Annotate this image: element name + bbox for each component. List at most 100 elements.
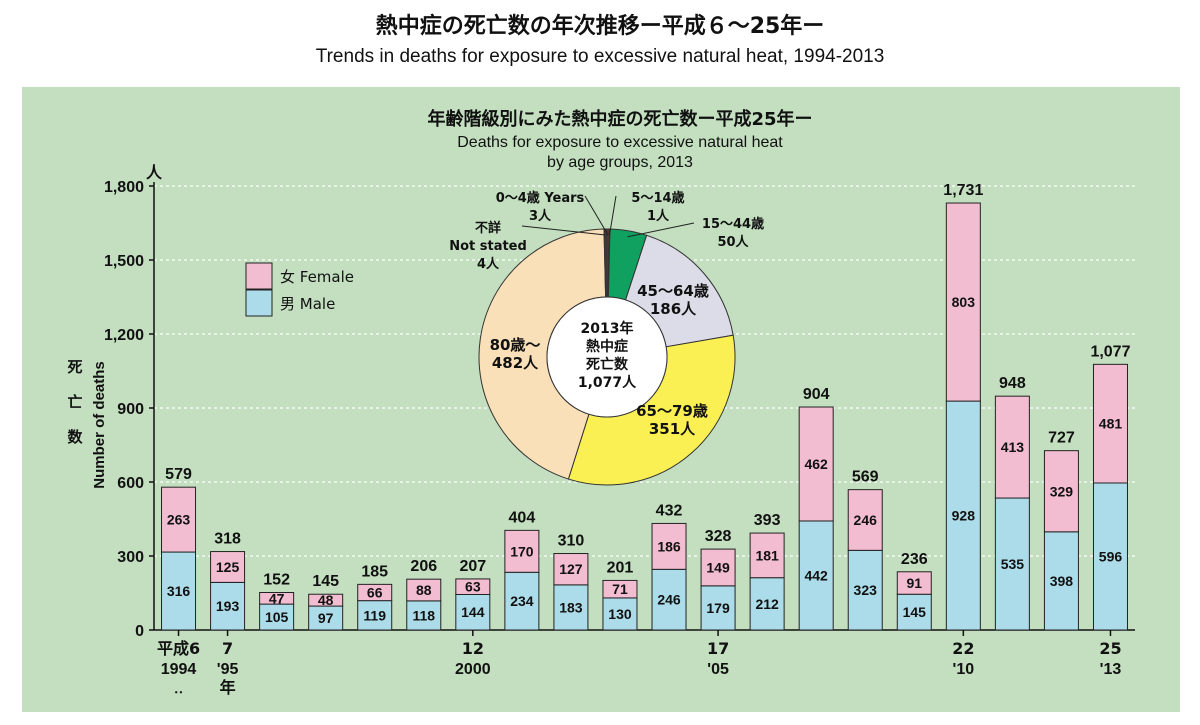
data-label-female: 127 [559, 561, 583, 577]
bar-female [210, 551, 246, 583]
pie-slice-label: Not stated [449, 239, 527, 254]
data-label-female: 186 [657, 538, 681, 554]
data-label-female: 263 [167, 512, 191, 528]
pie-slice-label: 4人 [477, 256, 500, 272]
data-label-female: 63 [465, 579, 481, 595]
data-label-total: 318 [214, 531, 241, 548]
data-label-female: 481 [1099, 416, 1123, 432]
pie-slice-label: 45～64歳 [637, 282, 709, 300]
data-label-total: 1,077 [1090, 343, 1130, 360]
data-label-male: 398 [1050, 573, 1074, 589]
data-label-total: 310 [558, 533, 585, 550]
bar-male [406, 600, 442, 631]
x-tick-label: 12 [462, 639, 484, 658]
data-label-total: 185 [361, 563, 388, 580]
bar-female [455, 578, 491, 595]
pie-slice-label: 0～4歳 Years [496, 190, 585, 206]
data-label-male: 246 [657, 592, 681, 608]
pie-slice-label: 3人 [529, 208, 552, 224]
data-label-female: 170 [510, 543, 534, 559]
data-label-male: 193 [216, 598, 240, 614]
x-tick-label-year: 1994 [161, 661, 197, 678]
legend-swatch [245, 289, 273, 317]
bar-female [259, 592, 295, 605]
data-label-total: 236 [901, 551, 928, 568]
data-label-total: 328 [705, 528, 732, 545]
bar-male [651, 568, 687, 631]
data-label-total: 206 [410, 558, 437, 575]
data-label-female: 48 [318, 592, 334, 608]
bar-male [455, 593, 491, 631]
bar-female [945, 202, 981, 402]
pie-slice-label: 不詳 [475, 220, 501, 236]
data-label-male: 183 [559, 599, 583, 615]
data-label-total: 207 [459, 558, 486, 575]
data-label-total: 201 [607, 559, 634, 576]
bar-female [798, 406, 834, 522]
data-label-female: 125 [216, 559, 240, 575]
data-label-male: 596 [1099, 548, 1123, 564]
data-label-total: 393 [754, 512, 781, 529]
pie-chart: 年齢階級別にみた熱中症の死亡数ー平成25年ー Deaths for exposur… [427, 108, 813, 486]
bar-male [945, 400, 981, 631]
data-label-total: 152 [263, 572, 290, 589]
pie-slice-label: 5～14歳 [631, 190, 684, 206]
pie-title-en: Deaths for exposure to excessive natural… [457, 134, 783, 151]
pie-leader-line [627, 222, 695, 238]
data-label-total: 432 [656, 502, 683, 519]
bar-male [357, 600, 393, 631]
data-label-female: 71 [612, 581, 628, 597]
y-axis-label-jp: 数 [67, 428, 83, 446]
data-label-female: 47 [269, 590, 285, 606]
x-unit-label: 年 [220, 678, 236, 697]
y-axis-label: Number of deaths [91, 361, 108, 489]
pie-slice-label: 1人 [647, 208, 670, 224]
pie-slice-label: 482人 [492, 354, 539, 372]
x-tick-label: 7 [222, 639, 233, 658]
pie-center-label: 1,077人 [578, 374, 637, 391]
chart-subtitle: Trends in deaths for exposure to excessi… [315, 46, 885, 67]
x-tick-label-year: 2000 [455, 661, 491, 678]
x-tick-label-year: '95 [217, 661, 239, 678]
bar-male [1043, 531, 1079, 631]
data-label-male: 119 [363, 607, 386, 623]
x-tick-label-year: '13 [1100, 661, 1122, 678]
legend: 女 Female 男 Male [245, 262, 354, 317]
bar-male [259, 603, 295, 631]
pie-title: 年齢階級別にみた熱中症の死亡数ー平成25年ー [427, 108, 812, 130]
bar-male [210, 581, 246, 631]
bar-female [1092, 363, 1128, 484]
y-axis-label-jp: 亡 [67, 393, 82, 411]
bar-female [602, 579, 638, 599]
bar-male [602, 597, 638, 631]
pie-leader-line [521, 225, 606, 236]
data-label-male: 212 [755, 596, 779, 612]
data-label-female: 91 [906, 575, 922, 591]
bar-female [357, 583, 393, 602]
y-tick-label: 0 [135, 623, 144, 640]
data-label-total: 1,731 [943, 182, 983, 199]
pie-title-en: by age groups, 2013 [547, 154, 693, 171]
data-label-male: 179 [706, 600, 730, 616]
pie-center-label: 死亡数 [585, 356, 629, 373]
y-tick-label: 1,500 [104, 253, 144, 270]
data-label-male: 118 [412, 607, 435, 623]
bar-female [700, 548, 736, 587]
bar-female [161, 486, 197, 553]
data-label-male: 234 [510, 593, 534, 609]
data-label-female: 246 [854, 512, 878, 528]
data-label-total: 579 [165, 466, 192, 483]
y-tick-label: 1,200 [104, 327, 144, 344]
pie-slice-label: 351人 [649, 420, 696, 438]
pie-leader-line [584, 195, 609, 236]
bar-female [749, 532, 785, 579]
data-label-male: 323 [854, 582, 878, 598]
data-label-female: 462 [804, 456, 828, 472]
pie-slice-label: 50人 [717, 234, 749, 250]
bar-female [651, 522, 687, 570]
data-label-male: 316 [167, 583, 191, 599]
data-label-female: 88 [416, 582, 432, 598]
pie-center-label: 熱中症 [586, 338, 628, 355]
x-tick-label: 平成6 [157, 639, 200, 658]
